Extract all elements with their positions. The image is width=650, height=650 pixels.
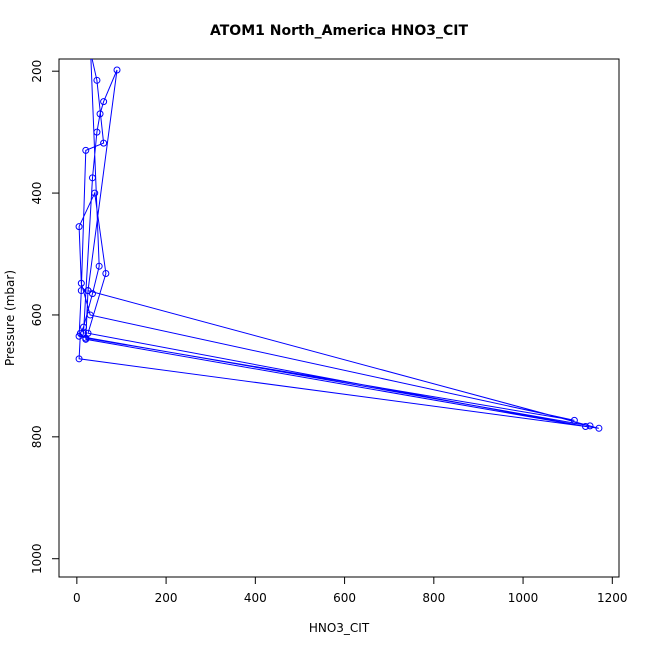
x-tick-label: 1000: [508, 591, 539, 605]
data-point: [93, 76, 101, 84]
y-axis-label: Pressure (mbar): [3, 270, 17, 366]
data-point: [75, 332, 83, 340]
data-point: [570, 416, 578, 424]
x-tick-label: 200: [155, 591, 178, 605]
y-tick-label: 600: [30, 303, 44, 326]
y-axis: 200 400 600 800 1000: [30, 60, 60, 574]
data-point: [80, 323, 88, 331]
x-tick-label: 1200: [597, 591, 628, 605]
x-tick-label: 0: [73, 591, 81, 605]
data-point: [82, 146, 90, 154]
data-point: [95, 262, 103, 270]
chart-title: ATOM1 North_America HNO3_CIT: [210, 23, 468, 39]
data-point: [77, 287, 85, 295]
plot-area-frame: [58, 58, 620, 578]
data-point: [113, 66, 121, 74]
data-point: [75, 355, 83, 363]
series-line: [78, 59, 600, 429]
data-point: [102, 270, 110, 278]
data-point: [91, 189, 99, 197]
data-point: [96, 110, 104, 118]
data-point: [100, 139, 108, 147]
series-layer: [75, 38, 603, 432]
y-tick-label: 400: [30, 182, 44, 205]
data-point: [88, 290, 96, 298]
data-point: [93, 128, 101, 136]
x-tick-label: 400: [244, 591, 267, 605]
x-axis-label: HNO3_CIT: [309, 621, 370, 635]
data-point: [77, 279, 85, 287]
data-point: [582, 422, 590, 430]
y-tick-label: 800: [30, 425, 44, 448]
data-point: [595, 424, 603, 432]
data-point: [85, 38, 91, 44]
x-tick-label: 600: [333, 591, 356, 605]
data-point: [88, 174, 96, 182]
data-point: [86, 311, 94, 319]
x-axis: 0 200 400 600 800 1000 1200: [73, 576, 628, 605]
data-point: [82, 334, 90, 342]
data-point: [586, 422, 594, 430]
y-tick-label: 1000: [30, 543, 44, 574]
data-point: [87, 38, 93, 44]
x-tick-label: 800: [422, 591, 445, 605]
data-point: [75, 223, 83, 231]
data-point: [100, 98, 108, 106]
y-tick-label: 200: [30, 60, 44, 83]
